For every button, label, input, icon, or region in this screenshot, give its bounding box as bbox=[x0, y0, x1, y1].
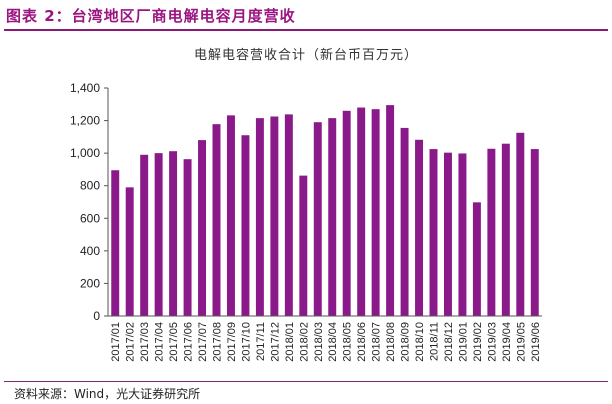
x-tick-label: 2018/05 bbox=[342, 322, 354, 362]
bars bbox=[111, 105, 539, 317]
bar bbox=[371, 109, 380, 316]
x-tick-label: 2017/01 bbox=[110, 322, 122, 362]
y-tick-label: 1,000 bbox=[70, 146, 100, 160]
bar bbox=[357, 107, 366, 316]
bar bbox=[443, 152, 452, 316]
bar bbox=[226, 115, 235, 316]
x-tick-label: 2019/03 bbox=[486, 322, 498, 362]
bar bbox=[140, 154, 149, 316]
bar bbox=[183, 159, 192, 316]
bar bbox=[386, 105, 395, 316]
y-tick-label: 200 bbox=[80, 276, 100, 290]
bar bbox=[299, 175, 308, 316]
x-tick-label: 2017/02 bbox=[125, 322, 137, 362]
x-tick-label: 2019/01 bbox=[457, 322, 469, 362]
bar bbox=[328, 118, 337, 316]
x-tick-label: 2018/01 bbox=[284, 322, 296, 362]
x-tick-label: 2017/09 bbox=[226, 322, 238, 362]
bar bbox=[516, 132, 525, 316]
x-tick-label: 2018/08 bbox=[385, 322, 397, 362]
x-tick-label: 2018/12 bbox=[443, 322, 455, 362]
x-tick-label: 2019/05 bbox=[515, 322, 527, 362]
bar bbox=[198, 140, 207, 316]
x-tick-label: 2017/04 bbox=[154, 322, 166, 362]
x-tick-label: 2017/11 bbox=[255, 322, 267, 361]
x-tick-label: 2017/07 bbox=[197, 322, 209, 362]
x-tick-label: 2017/10 bbox=[240, 322, 252, 362]
x-tick-label: 2018/09 bbox=[400, 322, 412, 362]
y-tick-label: 400 bbox=[80, 244, 100, 258]
figure-title: 图表 2：台湾地区厂商电解电容月度营收 bbox=[6, 7, 296, 25]
bar bbox=[501, 143, 510, 316]
x-tick-label: 2017/06 bbox=[183, 322, 195, 362]
x-tick-label: 2018/10 bbox=[414, 322, 426, 362]
bar bbox=[415, 139, 424, 316]
bar bbox=[212, 124, 221, 317]
bar bbox=[530, 149, 539, 316]
bar bbox=[169, 151, 178, 316]
top-rule bbox=[4, 29, 608, 31]
bar bbox=[313, 122, 322, 316]
bar bbox=[125, 187, 134, 316]
x-tick-label: 2019/06 bbox=[530, 322, 542, 362]
x-tick-label: 2018/06 bbox=[356, 322, 368, 362]
x-tick-label: 2017/05 bbox=[168, 322, 180, 362]
x-tick-label: 2018/02 bbox=[298, 322, 310, 362]
x-tick-label: 2017/03 bbox=[139, 322, 151, 362]
y-tick-label: 600 bbox=[80, 211, 100, 225]
bar bbox=[472, 202, 481, 316]
x-tick-label: 2018/07 bbox=[371, 322, 383, 362]
x-tick-label: 2017/12 bbox=[269, 322, 281, 362]
x-tick-label: 2019/04 bbox=[501, 322, 513, 362]
bar bbox=[270, 116, 279, 316]
bar bbox=[429, 149, 438, 316]
source-note: 资料来源：Wind，光大证券研究所 bbox=[14, 387, 201, 401]
bar bbox=[487, 148, 496, 316]
bar bbox=[400, 127, 409, 317]
chart-title: 电解电容营收合计（新台币百万元） bbox=[193, 48, 418, 63]
bar bbox=[458, 153, 467, 316]
y-tick-label: 800 bbox=[80, 179, 100, 193]
x-tick-label: 2017/08 bbox=[212, 322, 224, 362]
x-tick-label: 2018/11 bbox=[429, 322, 441, 361]
y-tick-label: 1,200 bbox=[70, 114, 100, 128]
y-tick-label: 0 bbox=[93, 309, 100, 323]
x-axis: 2017/01 2017/02 2017/03 2017/04 2017/05 2017/… bbox=[108, 315, 542, 362]
bar bbox=[111, 170, 120, 316]
y-tick-label: 1,400 bbox=[70, 81, 100, 95]
x-tick-label: 2018/03 bbox=[313, 322, 325, 362]
y-axis: 0 200 400 600 800 1,000 1,200 1,400 bbox=[70, 81, 109, 323]
bar bbox=[154, 153, 163, 316]
bar bbox=[342, 110, 351, 316]
bar bbox=[255, 118, 264, 316]
bar bbox=[241, 135, 250, 316]
x-tick-label: 2019/02 bbox=[472, 322, 484, 362]
bottom-rule bbox=[4, 381, 608, 382]
x-tick-label: 2018/04 bbox=[327, 322, 339, 362]
bar bbox=[284, 114, 293, 316]
